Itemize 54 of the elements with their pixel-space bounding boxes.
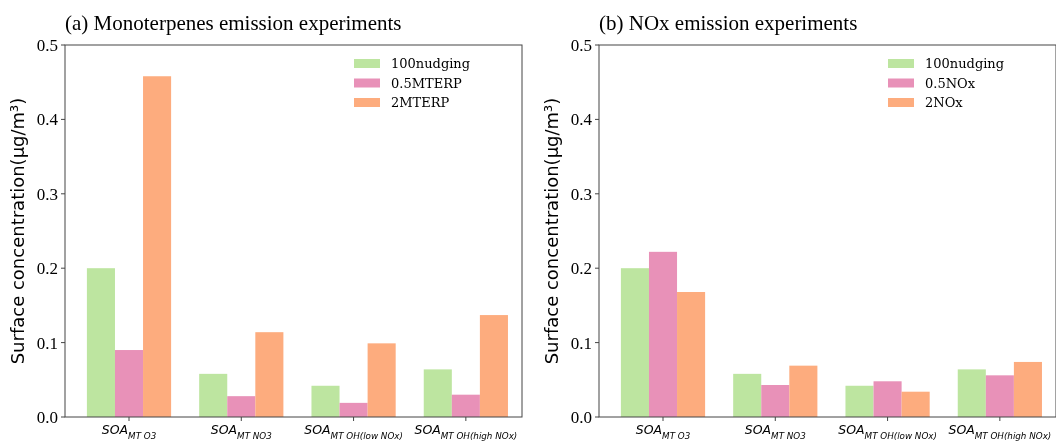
bar bbox=[901, 391, 930, 417]
x-tick-label: SOA$_{MT OH(high NOx)}$ bbox=[948, 422, 1052, 441]
bar bbox=[761, 385, 790, 417]
y-tick-label: 0.2 bbox=[36, 259, 58, 279]
bar bbox=[648, 251, 678, 417]
bar bbox=[199, 373, 228, 417]
y-tick-label: 0.2 bbox=[570, 259, 592, 279]
bar bbox=[86, 268, 115, 417]
legend-label: 2MTERP bbox=[391, 95, 450, 111]
bar bbox=[451, 394, 480, 417]
bar bbox=[620, 268, 649, 417]
bar bbox=[985, 375, 1014, 417]
y-tick-label: 0.4 bbox=[570, 110, 593, 130]
bar bbox=[311, 385, 340, 417]
bar bbox=[255, 332, 284, 417]
y-tick-label: 0.5 bbox=[570, 35, 592, 55]
bar bbox=[227, 396, 256, 417]
y-axis-title: Surface concentration(μg/m³) bbox=[7, 97, 28, 365]
bar bbox=[423, 369, 452, 417]
legend-label: 100nudging bbox=[925, 56, 1005, 72]
legend-label: 2NOx bbox=[925, 95, 964, 111]
y-axis-title: Surface concentration(μg/m³) bbox=[541, 97, 562, 365]
bar bbox=[733, 373, 762, 417]
legend-label: 100nudging bbox=[391, 56, 471, 72]
bar bbox=[114, 350, 144, 417]
y-tick-label: 0.1 bbox=[36, 333, 58, 353]
bar bbox=[957, 369, 986, 417]
x-tick-label: SOA$_{MT NO3}$ bbox=[744, 422, 806, 441]
bar bbox=[479, 315, 508, 417]
bar bbox=[873, 381, 902, 417]
x-tick-label: SOA$_{MT OH(high NOx)}$ bbox=[414, 422, 518, 441]
bar bbox=[339, 402, 368, 417]
x-tick-label: SOA$_{MT O3}$ bbox=[101, 422, 157, 441]
legend-label: 0.5NOx bbox=[925, 75, 976, 91]
chart-title: (a) Monoterpenes emission experiments bbox=[65, 11, 402, 35]
y-tick-label: 0.0 bbox=[36, 407, 58, 427]
x-tick-label: SOA$_{MT NO3}$ bbox=[210, 422, 272, 441]
bar bbox=[143, 76, 172, 417]
y-tick-label: 0.3 bbox=[570, 184, 592, 204]
bar bbox=[1013, 361, 1042, 417]
x-tick-label: SOA$_{MT O3}$ bbox=[635, 422, 691, 441]
bar bbox=[845, 385, 874, 417]
legend-label: 0.5MTERP bbox=[391, 75, 462, 91]
x-tick-label: SOA$_{MT OH(low NOx)}$ bbox=[838, 422, 937, 441]
y-tick-label: 0.5 bbox=[36, 35, 58, 55]
bar bbox=[367, 343, 396, 417]
chart-title: (b) NOx emission experiments bbox=[599, 11, 858, 35]
x-tick-label: SOA$_{MT OH(low NOx)}$ bbox=[304, 422, 403, 441]
y-tick-label: 0.3 bbox=[36, 184, 58, 204]
bar bbox=[677, 292, 706, 417]
y-tick-label: 0.4 bbox=[36, 110, 59, 130]
y-tick-label: 0.1 bbox=[570, 333, 592, 353]
y-tick-label: 0.0 bbox=[570, 407, 592, 427]
bar bbox=[789, 365, 818, 417]
